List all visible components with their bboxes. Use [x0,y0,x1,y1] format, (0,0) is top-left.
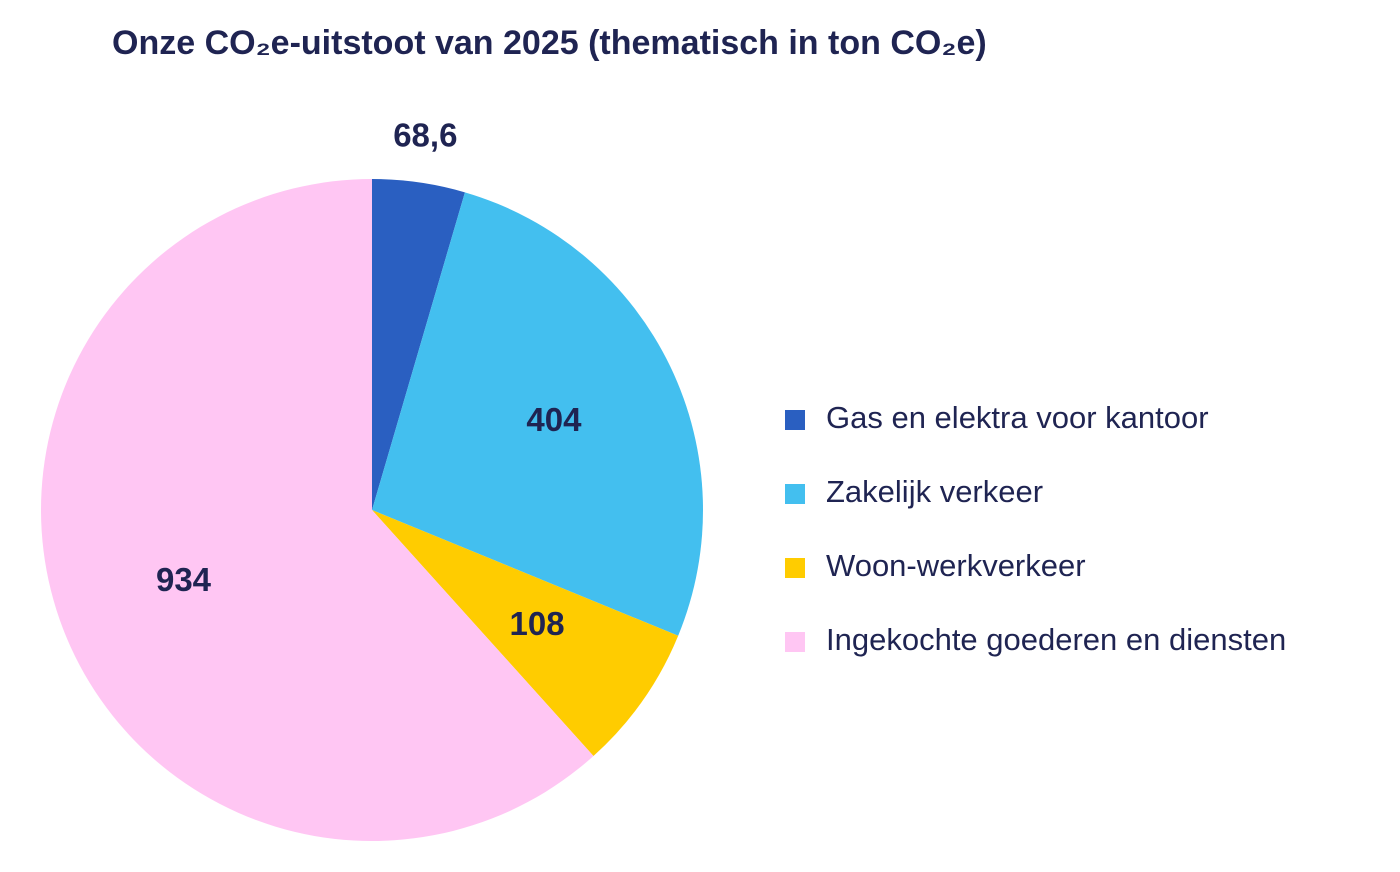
legend-label: Ingekochte goederen en diensten [826,622,1286,657]
data-label: 934 [156,561,212,598]
legend-swatch [785,410,805,430]
data-label: 404 [526,401,582,438]
pie-slice [40,179,594,842]
legend-label: Gas en elektra voor kantoor [826,400,1209,435]
data-label: 108 [510,605,565,642]
legend-swatch [785,558,805,578]
legend-swatch [785,632,805,652]
pie-slice [372,192,703,636]
legend-swatch [785,484,805,504]
pie-slice [372,179,465,510]
data-label: 68,6 [393,117,457,154]
legend-label: Woon-werkverkeer [826,548,1086,583]
pie-slice [372,510,679,756]
chart-title: Onze CO₂e-uitstoot van 2025 (thematisch … [112,24,987,62]
legend-label: Zakelijk verkeer [826,474,1043,509]
